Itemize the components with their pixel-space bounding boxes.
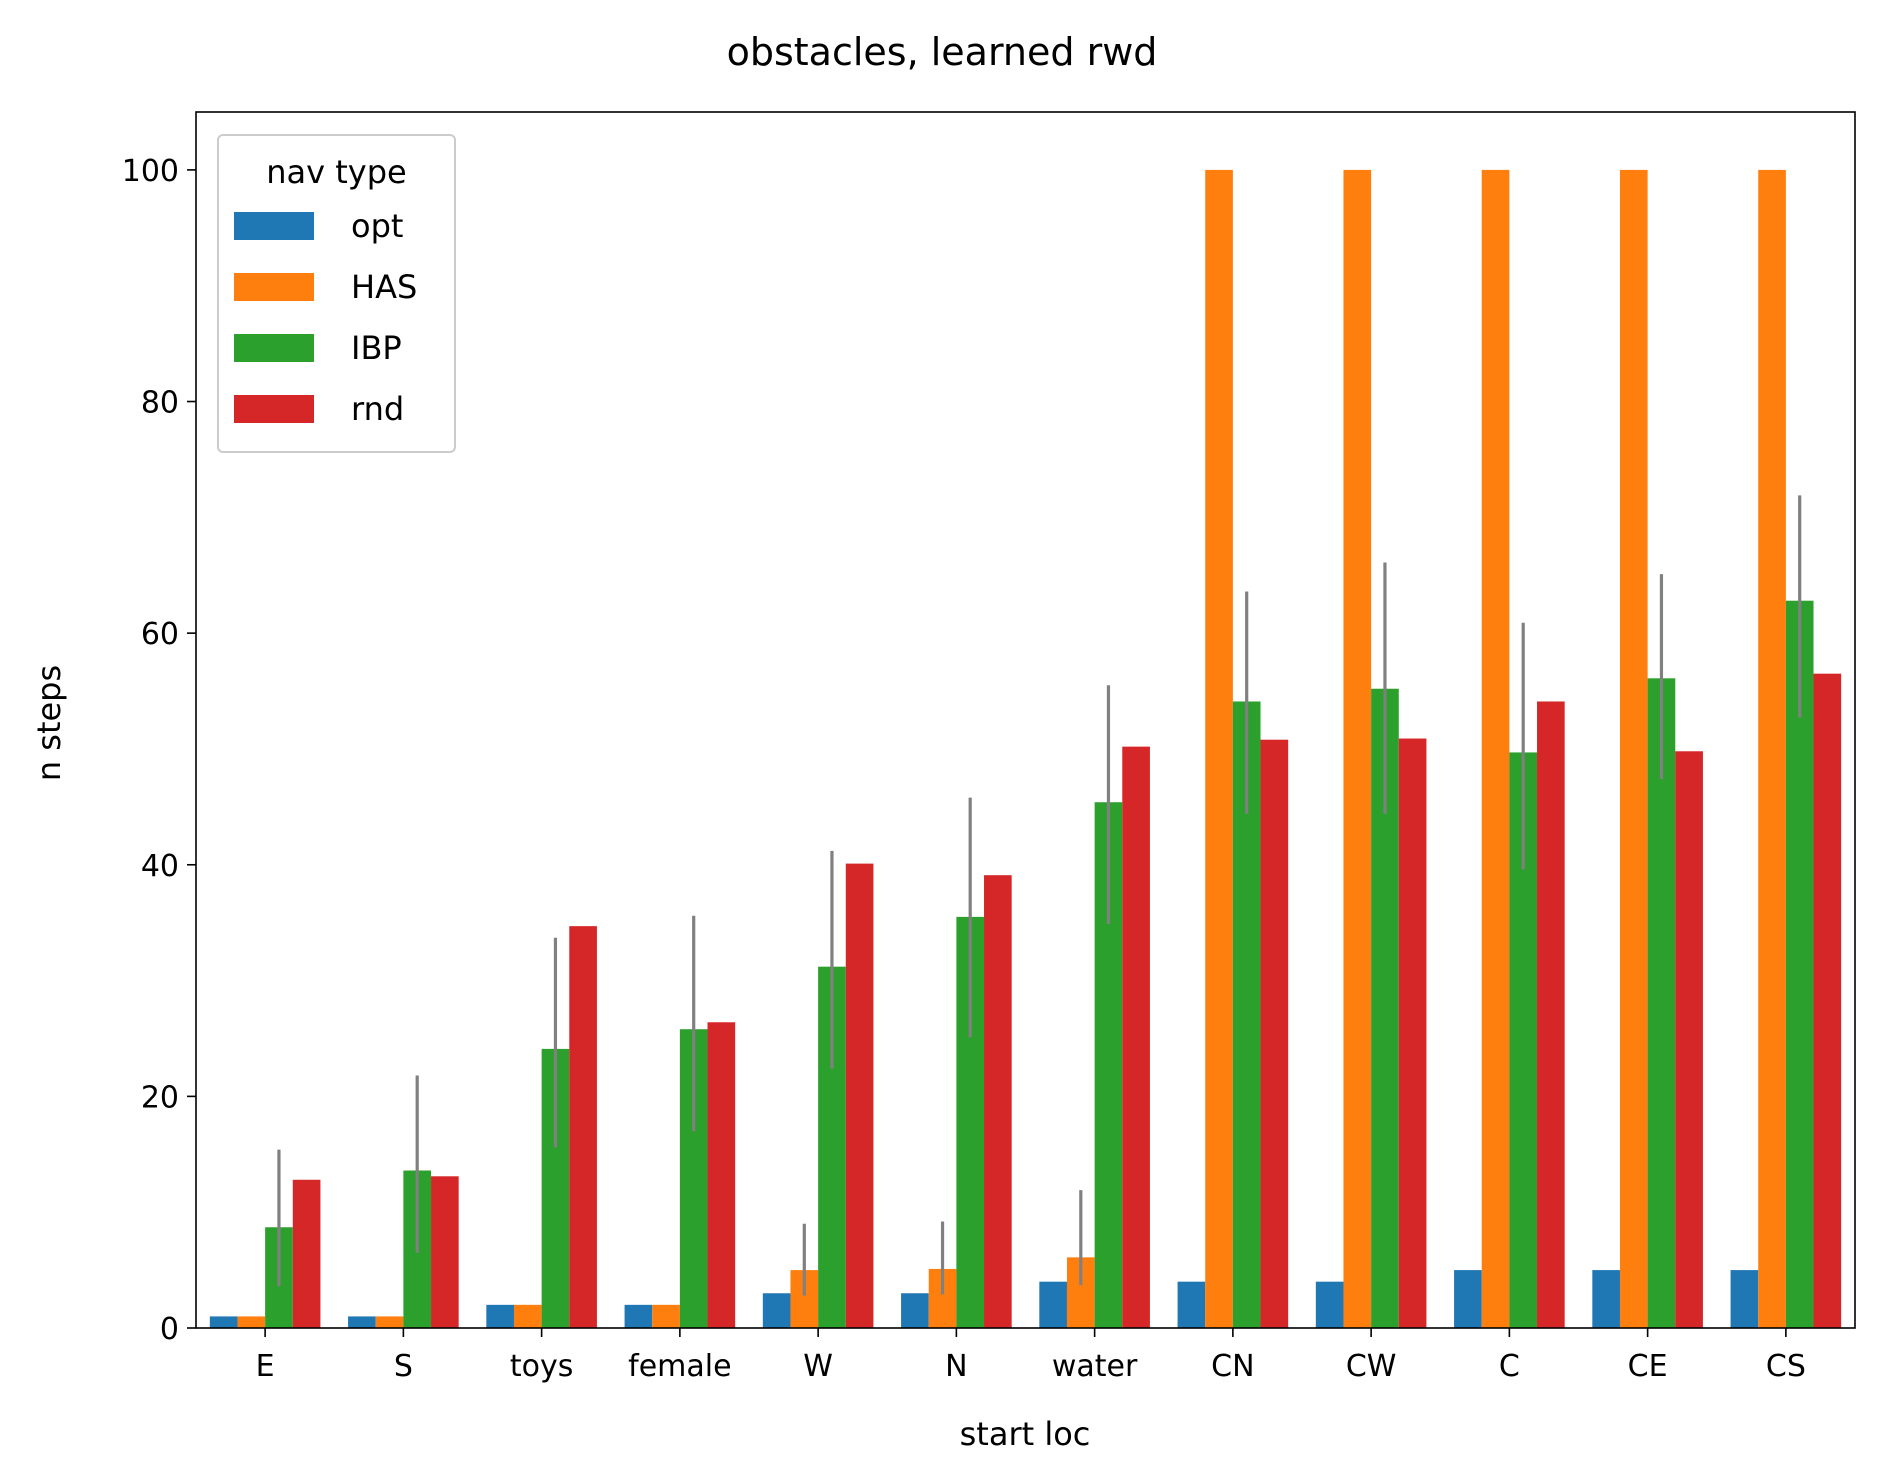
bar-opt-CS bbox=[1730, 1270, 1759, 1328]
legend-swatch-rnd bbox=[234, 395, 314, 423]
bar-rnd-CS bbox=[1813, 673, 1842, 1328]
legend: nav type opt HAS IBP rnd bbox=[217, 134, 456, 453]
legend-swatch-opt bbox=[234, 212, 314, 240]
legend-swatch-IBP bbox=[234, 334, 314, 362]
x-tick-label: toys bbox=[510, 1349, 574, 1384]
x-tick-label: W bbox=[803, 1349, 833, 1384]
chart-title: obstacles, learned rwd bbox=[727, 30, 1158, 74]
plot-frame bbox=[195, 111, 1856, 1329]
bar-opt-W bbox=[762, 1293, 791, 1328]
x-tick-label: C bbox=[1499, 1349, 1520, 1384]
bar-HAS-female bbox=[652, 1304, 680, 1328]
bar-HAS-CE bbox=[1619, 169, 1648, 1328]
bar-rnd-E bbox=[292, 1179, 321, 1328]
y-tick-label: 40 bbox=[141, 849, 179, 884]
error-bars-layer bbox=[277, 495, 1802, 1296]
bar-rnd-toys bbox=[569, 926, 597, 1328]
bar-opt-water bbox=[1039, 1281, 1067, 1328]
bar-IBP-CE bbox=[1647, 678, 1676, 1328]
x-tick-label: CE bbox=[1628, 1349, 1668, 1384]
x-tick-label: N bbox=[945, 1349, 967, 1384]
legend-swatch-HAS bbox=[234, 273, 314, 301]
bars-layer bbox=[209, 169, 1842, 1328]
y-tick-label: 0 bbox=[160, 1312, 179, 1347]
bar-rnd-CN bbox=[1260, 739, 1289, 1328]
bar-rnd-female bbox=[707, 1022, 736, 1328]
x-tick-label: E bbox=[256, 1349, 275, 1384]
bar-HAS-S bbox=[375, 1316, 404, 1328]
x-tick-label: CS bbox=[1766, 1349, 1806, 1384]
bar-opt-female bbox=[624, 1304, 653, 1328]
bar-rnd-N bbox=[984, 875, 1012, 1328]
bar-HAS-CN bbox=[1205, 169, 1233, 1328]
y-axis-label: n steps bbox=[30, 665, 68, 781]
y-tick-label: 100 bbox=[122, 154, 179, 189]
bar-opt-CN bbox=[1177, 1281, 1206, 1328]
x-tick-label: CN bbox=[1211, 1349, 1254, 1384]
bar-rnd-CE bbox=[1675, 751, 1703, 1328]
bar-rnd-CW bbox=[1398, 738, 1427, 1328]
bar-opt-CE bbox=[1592, 1270, 1620, 1328]
bar-IBP-CS bbox=[1785, 600, 1814, 1328]
legend-label-opt: opt bbox=[351, 207, 403, 245]
bar-opt-E bbox=[209, 1316, 238, 1328]
bar-opt-toys bbox=[486, 1304, 514, 1328]
bar-HAS-CS bbox=[1758, 169, 1786, 1328]
bar-opt-S bbox=[348, 1316, 376, 1328]
legend-label-HAS: HAS bbox=[351, 268, 417, 306]
bar-rnd-water bbox=[1122, 746, 1150, 1328]
y-tick-label: 80 bbox=[141, 386, 179, 421]
legend-label-IBP: IBP bbox=[351, 329, 402, 367]
bar-HAS-CW bbox=[1343, 169, 1372, 1328]
legend-label-rnd: rnd bbox=[351, 390, 404, 428]
bar-HAS-C bbox=[1481, 169, 1510, 1328]
bar-opt-C bbox=[1454, 1270, 1482, 1328]
bar-HAS-toys bbox=[513, 1304, 542, 1328]
x-tick-label: CW bbox=[1346, 1349, 1397, 1384]
bar-rnd-C bbox=[1537, 701, 1565, 1328]
legend-title: nav type bbox=[266, 153, 406, 191]
y-tick-label: 60 bbox=[141, 617, 179, 652]
bar-rnd-W bbox=[845, 863, 874, 1328]
x-tick-label: S bbox=[394, 1349, 413, 1384]
x-tick-label: female bbox=[628, 1349, 731, 1384]
bar-rnd-S bbox=[431, 1176, 459, 1328]
bar-opt-CW bbox=[1315, 1281, 1344, 1328]
bar-HAS-E bbox=[237, 1316, 266, 1328]
y-tick-label: 20 bbox=[141, 1080, 179, 1115]
bar-opt-N bbox=[901, 1293, 929, 1328]
x-tick-label: water bbox=[1052, 1349, 1138, 1384]
x-axis-label: start loc bbox=[960, 1415, 1091, 1453]
